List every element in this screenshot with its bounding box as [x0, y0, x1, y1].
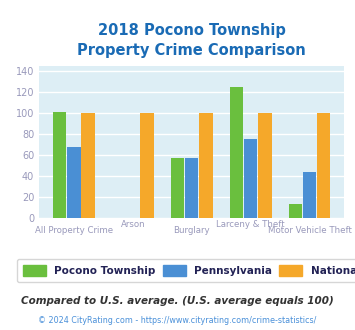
Text: Compared to U.S. average. (U.S. average equals 100): Compared to U.S. average. (U.S. average … [21, 296, 334, 306]
Bar [171, 158, 184, 218]
Text: Larceny & Theft: Larceny & Theft [216, 220, 285, 229]
Bar [199, 113, 213, 218]
Bar [289, 204, 302, 218]
Bar [244, 139, 257, 218]
Bar [258, 113, 272, 218]
Title: 2018 Pocono Township
Property Crime Comparison: 2018 Pocono Township Property Crime Comp… [77, 23, 306, 58]
Text: Arson: Arson [120, 220, 145, 229]
Bar [185, 158, 198, 218]
Bar [303, 172, 316, 218]
Bar [53, 112, 66, 218]
Text: Motor Vehicle Theft: Motor Vehicle Theft [268, 226, 351, 235]
Bar [81, 113, 95, 218]
Bar [67, 147, 81, 218]
Text: © 2024 CityRating.com - https://www.cityrating.com/crime-statistics/: © 2024 CityRating.com - https://www.city… [38, 316, 317, 325]
Bar [317, 113, 331, 218]
Legend: Pocono Township, Pennsylvania, National: Pocono Township, Pennsylvania, National [17, 259, 355, 282]
Bar [230, 87, 243, 218]
Text: All Property Crime: All Property Crime [35, 226, 113, 235]
Bar [140, 113, 154, 218]
Text: Burglary: Burglary [173, 226, 210, 235]
